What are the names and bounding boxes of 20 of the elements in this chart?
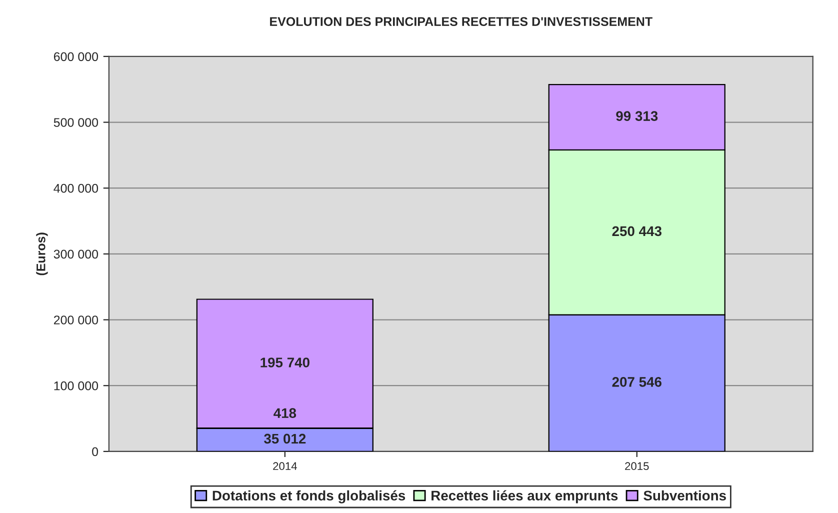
y-tick-label: 300 000 (54, 250, 98, 259)
legend-label: Subventions (644, 490, 726, 501)
data-label: 250 443 (612, 226, 662, 236)
y-tick-label: 200 000 (54, 316, 98, 324)
data-label: 99 313 (616, 111, 658, 121)
y-tick-label: 600 000 (54, 52, 98, 62)
chart-title: EVOLUTION DES PRINCIPALES RECETTES D'INVESTISSEMENT (270, 17, 652, 26)
y-tick-label: 400 000 (54, 184, 98, 193)
x-tick-label: 2015 (625, 462, 649, 470)
y-tick-label: 500 000 (54, 118, 98, 127)
y-tick-label: 0 (92, 447, 98, 456)
legend-label: Dotations et fonds globalisés (212, 490, 406, 504)
y-axis-title: (Euros) (36, 232, 48, 276)
data-label: 195 740 (260, 358, 310, 368)
y-tick-label: 100 000 (54, 381, 98, 390)
data-label: 35 012 (264, 434, 306, 444)
x-tick-label: 2014 (273, 462, 297, 470)
data-label: 207 546 (612, 377, 662, 387)
data-label: 418 (274, 408, 296, 418)
legend-label: Recettes liées aux emprunts (432, 490, 618, 504)
